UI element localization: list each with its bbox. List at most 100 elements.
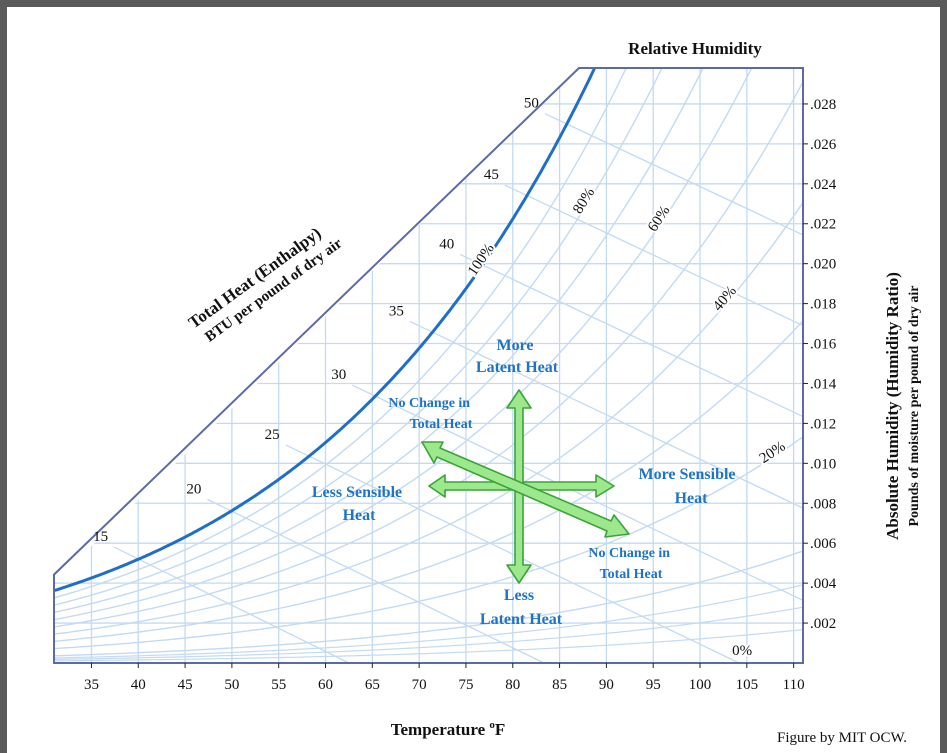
y-axis-ticks: .002 .004 .006 .008 .010 .012 .014 .016 .018 .020… <box>803 97 837 632</box>
y-tick-label-.026: .026 <box>810 137 837 153</box>
grid-enthalpy-15 <box>113 546 350 663</box>
enthalpy-tick-30: 30 <box>331 367 346 383</box>
annotation-no-change-lower-line1: No Change in <box>588 546 670 561</box>
rh-curve-20 <box>54 360 803 650</box>
y-tick-label-.028: .028 <box>810 97 836 113</box>
rh-curve-10 <box>54 513 803 657</box>
rh-label-0: 0% <box>732 643 752 659</box>
x-axis-ticks: 35 40 45 50 55 60 65 70 75 80 85 90 95 100 105 110 <box>84 663 805 693</box>
figure-credit: Figure by MIT OCW. <box>777 730 907 746</box>
grid-enthalpy-35 <box>409 320 803 663</box>
x-tick-label-35: 35 <box>84 677 99 693</box>
annotation-less-sensible-line1: Less Sensible <box>312 484 402 501</box>
y-tick-label-.002: .002 <box>810 616 836 632</box>
enthalpy-tick-50: 50 <box>524 96 539 112</box>
annotation-more-latent-line2: Latent Heat <box>476 359 559 376</box>
annotation-no-change-upper: No Change in Total Heat <box>388 396 473 432</box>
x-tick-label-105: 105 <box>736 677 759 693</box>
arrow-group <box>421 389 630 584</box>
x-tick-label-80: 80 <box>505 677 520 693</box>
annotation-more-sensible: More Sensible Heat <box>638 466 739 507</box>
rh-curve-3 <box>54 618 803 662</box>
enthalpy-tick-35: 35 <box>389 303 404 319</box>
chart-border <box>53 67 804 664</box>
y-tick-label-.020: .020 <box>810 257 836 273</box>
y-tick-label-.004: .004 <box>810 576 837 592</box>
y-tick-label-.018: .018 <box>810 297 836 313</box>
enthalpy-ticks: 15 20 25 30 35 40 45 50 <box>93 96 539 545</box>
x-tick-label-45: 45 <box>178 677 193 693</box>
enthalpy-tick-45: 45 <box>484 167 499 183</box>
psychrometric-chart: Relative Humidity 35 40 45 50 55 60 65 70 75 80 85… <box>53 39 922 746</box>
rh-label-100: 100% <box>465 241 498 279</box>
annotation-less-latent-line2: Latent Heat <box>480 611 563 628</box>
rh-curves <box>54 68 803 662</box>
annotation-more-sensible-line2: Heat <box>675 490 709 507</box>
grid-enthalpy-30 <box>352 384 803 663</box>
x-tick-label-65: 65 <box>365 677 380 693</box>
x-axis-label-suffix: F <box>495 720 505 739</box>
saturation-curve <box>53 67 597 593</box>
grid-enthalpy-50 <box>544 113 803 663</box>
x-axis-label-sup: o <box>489 719 495 731</box>
annotation-no-change-upper-line1: No Change in <box>388 396 470 411</box>
y-axis-label: Absolute Humidity (Humidity Ratio) Pound… <box>883 272 922 540</box>
chart-frame: Relative Humidity 35 40 45 50 55 60 65 70 75 80 85… <box>7 7 940 753</box>
rh-curve-80 <box>54 68 673 606</box>
enthalpy-tick-25: 25 <box>265 427 280 443</box>
annotation-less-latent: Less Latent Heat <box>480 587 563 628</box>
enthalpy-tick-20: 20 <box>186 481 201 497</box>
arrow-diagonal <box>421 441 630 538</box>
annotation-less-sensible-line2: Heat <box>343 507 377 524</box>
grid-enthalpy-20 <box>207 498 545 663</box>
annotation-more-latent: More Latent Heat <box>476 337 559 376</box>
rh-curve-60 <box>54 68 767 621</box>
x-axis-label: Temperature oF <box>391 719 506 739</box>
chart-title: Relative Humidity <box>628 39 762 58</box>
enthalpy-axis-label: Total Heat (Enthalpy) BTU per pound of d… <box>185 223 346 345</box>
annotation-no-change-upper-line2: Total Heat <box>410 417 473 432</box>
rh-curve-30 <box>54 204 803 643</box>
y-tick-label-.008: .008 <box>810 496 836 512</box>
y-tick-label-.010: .010 <box>810 456 836 472</box>
y-tick-label-.014: .014 <box>810 376 837 392</box>
x-tick-label-110: 110 <box>783 677 805 693</box>
annotation-less-latent-line1: Less <box>504 587 534 604</box>
x-tick-label-40: 40 <box>131 677 146 693</box>
annotation-no-change-lower-line2: Total Heat <box>600 567 663 582</box>
x-tick-label-95: 95 <box>646 677 661 693</box>
y-axis-label-line1: Absolute Humidity (Humidity Ratio) <box>883 272 902 540</box>
rh-label-40: 40% <box>710 283 740 314</box>
x-axis-label-prefix: Temperature <box>391 720 490 739</box>
rh-curve-90 <box>54 68 640 599</box>
y-axis-label-line2: Pounds of moisture per pound of dry air <box>907 285 922 526</box>
y-tick-label-.024: .024 <box>810 177 837 193</box>
enthalpy-tick-40: 40 <box>439 237 454 253</box>
y-tick-label-.006: .006 <box>810 536 837 552</box>
x-tick-label-50: 50 <box>224 677 239 693</box>
x-tick-label-90: 90 <box>599 677 614 693</box>
saturation-curve-layer <box>53 67 597 593</box>
x-tick-label-70: 70 <box>412 677 427 693</box>
plot-border <box>53 67 804 664</box>
grid-enthalpy-40 <box>459 253 803 663</box>
annotation-more-sensible-line1: More Sensible <box>638 466 735 483</box>
rh-label-60: 60% <box>645 203 674 235</box>
y-tick-label-.016: .016 <box>810 337 837 353</box>
annotation-no-change-lower: No Change in Total Heat <box>588 546 673 582</box>
annotation-more-latent-line1: More <box>496 337 533 354</box>
x-tick-label-55: 55 <box>271 677 286 693</box>
rh-label-80: 80% <box>570 185 598 217</box>
rh-curve-40 <box>54 68 803 635</box>
rh-curve-70 <box>54 68 715 614</box>
x-tick-label-100: 100 <box>689 677 712 693</box>
rh-curve-7 <box>54 558 803 659</box>
y-tick-label-.012: .012 <box>810 416 836 432</box>
rh-curve-50 <box>54 68 803 628</box>
enthalpy-tick-15: 15 <box>93 529 108 545</box>
y-tick-label-.022: .022 <box>810 217 836 233</box>
x-tick-label-75: 75 <box>458 677 473 693</box>
x-tick-label-60: 60 <box>318 677 333 693</box>
x-tick-label-85: 85 <box>552 677 567 693</box>
annotation-less-sensible: Less Sensible Heat <box>312 484 406 524</box>
